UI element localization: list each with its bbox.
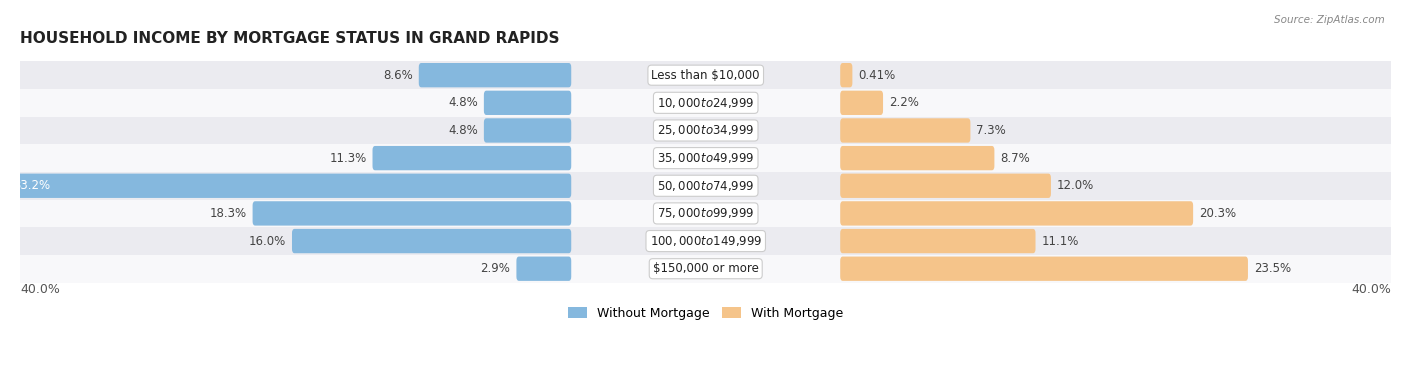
Text: 23.5%: 23.5% bbox=[1254, 262, 1291, 275]
Text: $100,000 to $149,999: $100,000 to $149,999 bbox=[650, 234, 762, 248]
Text: 18.3%: 18.3% bbox=[209, 207, 246, 220]
FancyBboxPatch shape bbox=[841, 118, 970, 143]
Bar bbox=[21, 227, 1391, 255]
Bar bbox=[21, 172, 1391, 200]
Text: 40.0%: 40.0% bbox=[21, 282, 60, 296]
FancyBboxPatch shape bbox=[292, 229, 571, 253]
Text: 4.8%: 4.8% bbox=[449, 124, 478, 137]
Text: 0.41%: 0.41% bbox=[859, 69, 896, 82]
FancyBboxPatch shape bbox=[484, 118, 571, 143]
Text: 40.0%: 40.0% bbox=[1351, 282, 1391, 296]
FancyBboxPatch shape bbox=[841, 63, 852, 87]
FancyBboxPatch shape bbox=[841, 146, 994, 170]
Bar bbox=[21, 255, 1391, 282]
Text: 8.6%: 8.6% bbox=[382, 69, 413, 82]
FancyBboxPatch shape bbox=[841, 229, 1035, 253]
FancyBboxPatch shape bbox=[373, 146, 571, 170]
Text: 33.2%: 33.2% bbox=[14, 179, 51, 192]
FancyBboxPatch shape bbox=[841, 174, 1050, 198]
Bar bbox=[21, 117, 1391, 144]
Text: 11.3%: 11.3% bbox=[329, 152, 367, 165]
FancyBboxPatch shape bbox=[841, 257, 1249, 281]
Text: 16.0%: 16.0% bbox=[249, 235, 285, 248]
Text: 4.8%: 4.8% bbox=[449, 96, 478, 109]
FancyBboxPatch shape bbox=[253, 201, 571, 226]
Bar bbox=[21, 89, 1391, 117]
FancyBboxPatch shape bbox=[841, 201, 1194, 226]
Text: 2.2%: 2.2% bbox=[889, 96, 920, 109]
Legend: Without Mortgage, With Mortgage: Without Mortgage, With Mortgage bbox=[564, 302, 848, 325]
Text: Less than $10,000: Less than $10,000 bbox=[651, 69, 761, 82]
Bar bbox=[21, 61, 1391, 89]
Text: 11.1%: 11.1% bbox=[1042, 235, 1078, 248]
Text: Source: ZipAtlas.com: Source: ZipAtlas.com bbox=[1274, 15, 1385, 25]
Bar bbox=[21, 144, 1391, 172]
FancyBboxPatch shape bbox=[841, 91, 883, 115]
Text: HOUSEHOLD INCOME BY MORTGAGE STATUS IN GRAND RAPIDS: HOUSEHOLD INCOME BY MORTGAGE STATUS IN G… bbox=[21, 31, 560, 46]
Text: 2.9%: 2.9% bbox=[481, 262, 510, 275]
Text: 12.0%: 12.0% bbox=[1057, 179, 1094, 192]
Text: $50,000 to $74,999: $50,000 to $74,999 bbox=[657, 179, 755, 193]
FancyBboxPatch shape bbox=[0, 174, 571, 198]
FancyBboxPatch shape bbox=[484, 91, 571, 115]
Bar bbox=[21, 200, 1391, 227]
Text: $35,000 to $49,999: $35,000 to $49,999 bbox=[657, 151, 755, 165]
Text: $25,000 to $34,999: $25,000 to $34,999 bbox=[657, 124, 755, 138]
FancyBboxPatch shape bbox=[419, 63, 571, 87]
Text: 7.3%: 7.3% bbox=[976, 124, 1007, 137]
FancyBboxPatch shape bbox=[516, 257, 571, 281]
Text: 8.7%: 8.7% bbox=[1001, 152, 1031, 165]
Text: $150,000 or more: $150,000 or more bbox=[652, 262, 759, 275]
Text: $10,000 to $24,999: $10,000 to $24,999 bbox=[657, 96, 755, 110]
Text: $75,000 to $99,999: $75,000 to $99,999 bbox=[657, 206, 755, 220]
Text: 20.3%: 20.3% bbox=[1199, 207, 1236, 220]
